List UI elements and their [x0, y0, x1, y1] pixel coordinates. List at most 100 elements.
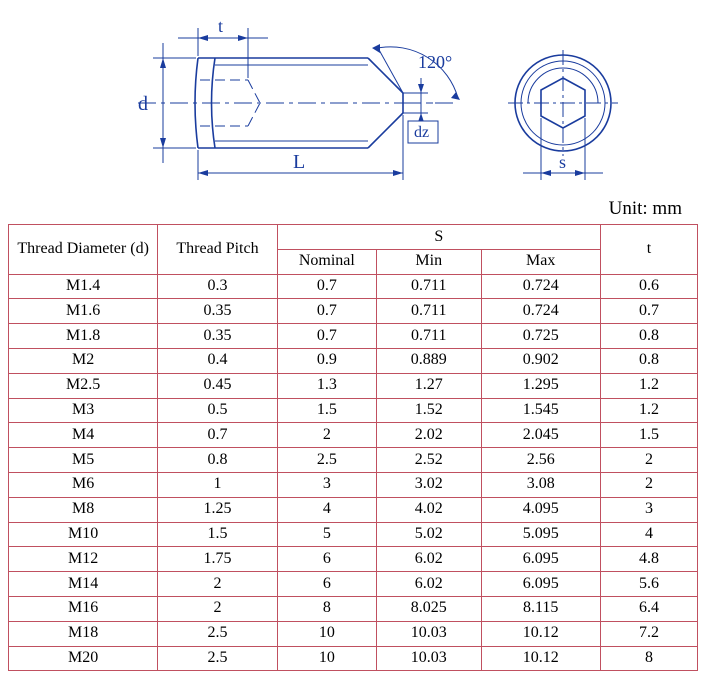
- cell-max: 0.724: [481, 274, 600, 299]
- technical-diagram: t d L 120° dz: [8, 8, 698, 198]
- cell-d: M14: [9, 572, 158, 597]
- cell-min: 6.02: [377, 547, 482, 572]
- cell-nom: 8: [277, 596, 376, 621]
- cell-d: M2: [9, 348, 158, 373]
- header-thread-pitch: Thread Pitch: [158, 225, 277, 275]
- cell-max: 3.08: [481, 472, 600, 497]
- cell-t: 3: [600, 497, 697, 522]
- svg-text:t: t: [218, 16, 223, 36]
- cell-max: 10.12: [481, 646, 600, 671]
- cell-min: 8.025: [377, 596, 482, 621]
- table-row: M14266.026.0955.6: [9, 572, 698, 597]
- cell-min: 5.02: [377, 522, 482, 547]
- cell-pitch: 2.5: [158, 621, 277, 646]
- cell-t: 4: [600, 522, 697, 547]
- cell-d: M1.6: [9, 299, 158, 324]
- cell-min: 6.02: [377, 572, 482, 597]
- cell-d: M18: [9, 621, 158, 646]
- cell-t: 7.2: [600, 621, 697, 646]
- cell-t: 2: [600, 448, 697, 473]
- svg-text:d: d: [138, 93, 148, 115]
- cell-t: 0.7: [600, 299, 697, 324]
- header-max: Max: [481, 249, 600, 274]
- cell-d: M20: [9, 646, 158, 671]
- cell-max: 0.725: [481, 324, 600, 349]
- table-row: M6133.023.082: [9, 472, 698, 497]
- cell-d: M2.5: [9, 373, 158, 398]
- header-t: t: [600, 225, 697, 275]
- cell-t: 2: [600, 472, 697, 497]
- cell-pitch: 2: [158, 572, 277, 597]
- cell-d: M3: [9, 398, 158, 423]
- cell-pitch: 0.3: [158, 274, 277, 299]
- cell-max: 10.12: [481, 621, 600, 646]
- cell-d: M12: [9, 547, 158, 572]
- cell-nom: 6: [277, 572, 376, 597]
- table-row: M1.60.350.70.7110.7240.7: [9, 299, 698, 324]
- table-header: Thread Diameter (d) Thread Pitch S t Nom…: [9, 225, 698, 275]
- cell-min: 10.03: [377, 621, 482, 646]
- cell-pitch: 0.7: [158, 423, 277, 448]
- cell-max: 8.115: [481, 596, 600, 621]
- cell-pitch: 1.25: [158, 497, 277, 522]
- cell-nom: 0.7: [277, 324, 376, 349]
- cell-max: 6.095: [481, 547, 600, 572]
- cell-max: 1.545: [481, 398, 600, 423]
- table-row: M1.80.350.70.7110.7250.8: [9, 324, 698, 349]
- cell-max: 0.724: [481, 299, 600, 324]
- cell-t: 0.8: [600, 324, 697, 349]
- cell-min: 2.02: [377, 423, 482, 448]
- cell-d: M10: [9, 522, 158, 547]
- cell-t: 6.4: [600, 596, 697, 621]
- unit-label: Unit: mm: [8, 198, 698, 224]
- cell-max: 6.095: [481, 572, 600, 597]
- cell-d: M6: [9, 472, 158, 497]
- cell-t: 1.2: [600, 398, 697, 423]
- cell-d: M1.8: [9, 324, 158, 349]
- cell-min: 10.03: [377, 646, 482, 671]
- header-s-group: S: [277, 225, 600, 250]
- svg-text:dz: dz: [414, 124, 429, 141]
- cell-d: M1.4: [9, 274, 158, 299]
- header-nominal: Nominal: [277, 249, 376, 274]
- cell-d: M5: [9, 448, 158, 473]
- cell-max: 0.902: [481, 348, 600, 373]
- cell-nom: 0.9: [277, 348, 376, 373]
- table-row: M101.555.025.0954: [9, 522, 698, 547]
- cell-t: 5.6: [600, 572, 697, 597]
- table-row: M1.40.30.70.7110.7240.6: [9, 274, 698, 299]
- cell-nom: 10: [277, 621, 376, 646]
- header-min: Min: [377, 249, 482, 274]
- cell-nom: 2: [277, 423, 376, 448]
- table-body: M1.40.30.70.7110.7240.6M1.60.350.70.7110…: [9, 274, 698, 671]
- header-thread-diameter: Thread Diameter (d): [9, 225, 158, 275]
- cell-nom: 1.3: [277, 373, 376, 398]
- table-row: M2.50.451.31.271.2951.2: [9, 373, 698, 398]
- cell-min: 4.02: [377, 497, 482, 522]
- cell-pitch: 0.8: [158, 448, 277, 473]
- cell-nom: 2.5: [277, 448, 376, 473]
- cell-min: 3.02: [377, 472, 482, 497]
- table-row: M81.2544.024.0953: [9, 497, 698, 522]
- cell-max: 5.095: [481, 522, 600, 547]
- cell-min: 0.711: [377, 274, 482, 299]
- cell-pitch: 2: [158, 596, 277, 621]
- cell-nom: 1.5: [277, 398, 376, 423]
- cell-pitch: 0.4: [158, 348, 277, 373]
- cell-min: 1.27: [377, 373, 482, 398]
- cell-pitch: 0.5: [158, 398, 277, 423]
- spec-table: Thread Diameter (d) Thread Pitch S t Nom…: [8, 224, 698, 671]
- cell-nom: 3: [277, 472, 376, 497]
- cell-min: 0.711: [377, 299, 482, 324]
- cell-d: M16: [9, 596, 158, 621]
- cell-min: 0.711: [377, 324, 482, 349]
- table-row: M30.51.51.521.5451.2: [9, 398, 698, 423]
- cell-pitch: 1: [158, 472, 277, 497]
- cell-t: 1.5: [600, 423, 697, 448]
- cell-min: 1.52: [377, 398, 482, 423]
- cell-max: 2.56: [481, 448, 600, 473]
- cell-pitch: 2.5: [158, 646, 277, 671]
- svg-text:s: s: [559, 152, 566, 172]
- table-row: M202.51010.0310.128: [9, 646, 698, 671]
- cell-max: 1.295: [481, 373, 600, 398]
